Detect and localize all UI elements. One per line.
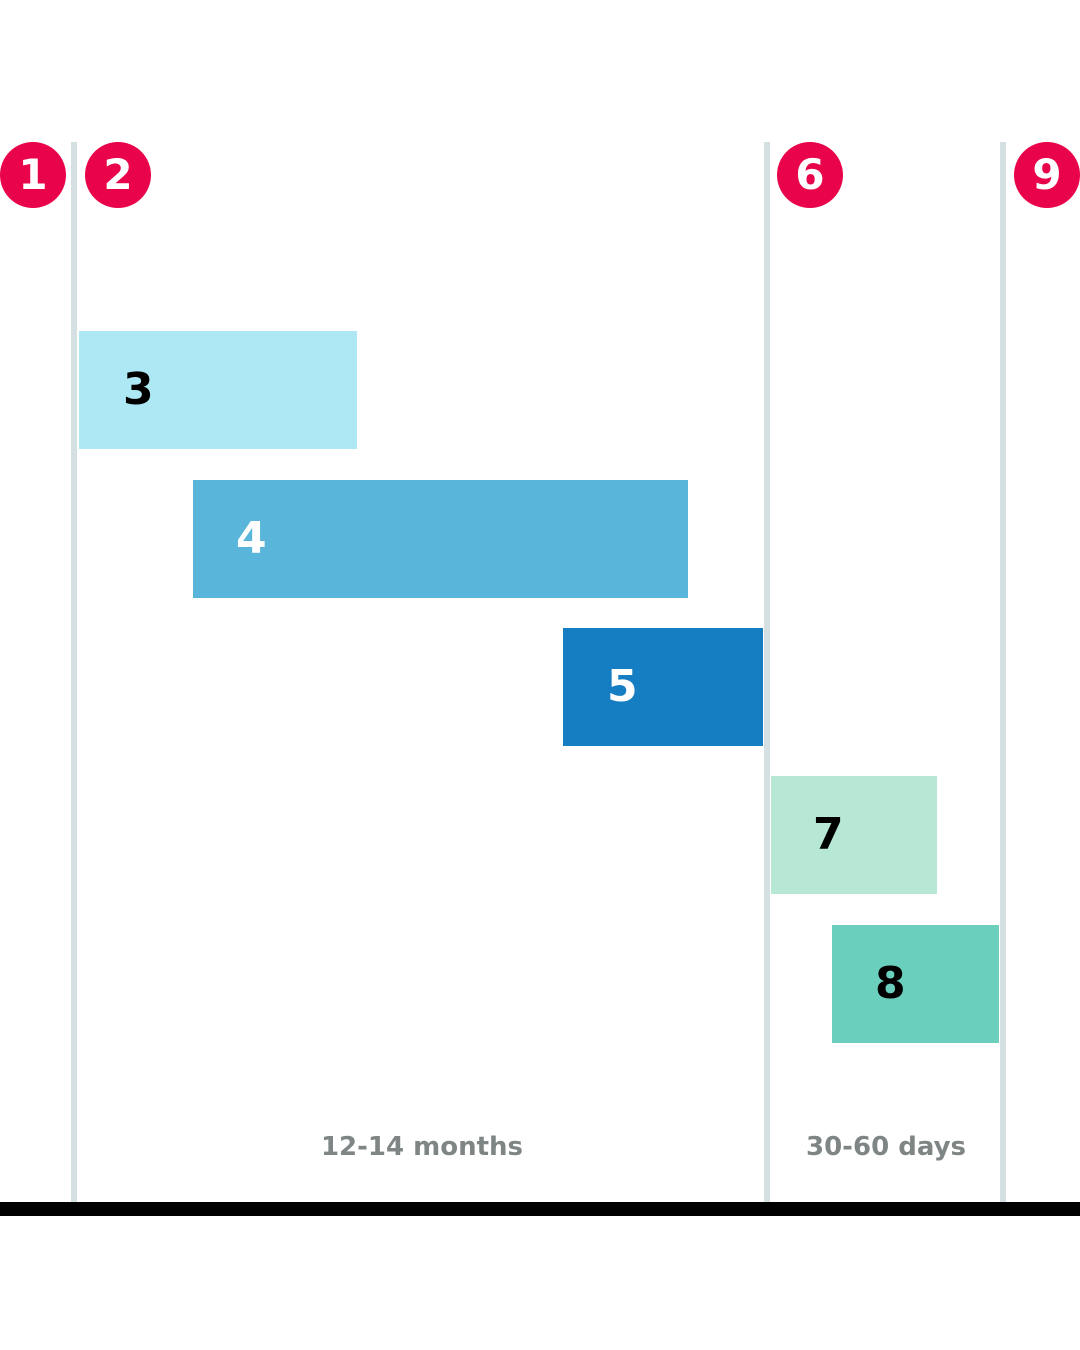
step-label-8: 8 [875,958,906,1009]
step-label-3: 3 [123,364,154,415]
step-bar-8: 8 [832,925,999,1043]
divider-line-end [1000,142,1006,1206]
milestone-9: 9 [1014,142,1080,208]
step-bar-5: 5 [563,628,763,746]
duration-label-phase-1: 12-14 months [320,1132,524,1162]
step-bar-3: 3 [79,331,357,449]
milestone-1: 1 [0,142,66,208]
duration-label-phase-2: 30-60 days [806,1132,966,1162]
step-bar-4: 4 [193,480,688,598]
timeline-baseline [0,1202,1080,1216]
milestone-2: 2 [85,142,151,208]
step-bar-7: 7 [771,776,937,894]
divider-line-start [71,142,77,1206]
step-label-5: 5 [607,661,638,712]
step-label-4: 4 [236,513,267,564]
milestone-6: 6 [777,142,843,208]
divider-line-middle [764,142,770,1206]
step-label-7: 7 [813,809,844,860]
